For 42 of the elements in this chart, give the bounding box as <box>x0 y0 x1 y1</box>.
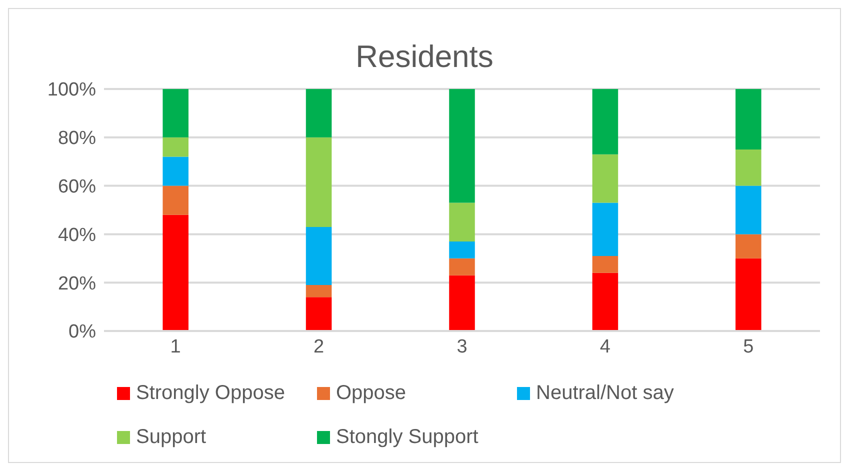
bar <box>592 272 618 331</box>
bar <box>162 89 188 138</box>
x-tick-label: 2 <box>314 336 324 358</box>
bar <box>592 202 618 256</box>
bar <box>449 89 475 203</box>
bar <box>306 297 332 331</box>
legend-label: Strongly Oppose <box>136 382 285 404</box>
bar <box>306 226 332 286</box>
bar <box>162 156 188 186</box>
bar <box>449 258 475 276</box>
bar <box>592 154 618 203</box>
bar <box>736 89 762 150</box>
y-tick-label: 100% <box>47 80 96 101</box>
bar <box>306 89 332 138</box>
bar <box>736 258 762 331</box>
legend-label: Oppose <box>336 382 406 404</box>
x-tick-label: 1 <box>170 336 181 358</box>
x-tick-label: 4 <box>600 336 611 358</box>
bar <box>162 186 188 215</box>
bar <box>736 186 762 234</box>
bar <box>592 89 618 154</box>
bar <box>736 234 762 258</box>
bar <box>162 214 188 331</box>
bar <box>449 275 475 331</box>
legend-label: Support <box>136 426 206 448</box>
bar <box>306 285 332 298</box>
y-tick-label: 0% <box>68 322 96 343</box>
y-tick-label: 40% <box>58 224 96 246</box>
bar <box>162 137 188 157</box>
bar <box>736 150 762 186</box>
y-tick-label: 20% <box>58 273 96 294</box>
x-tick-label: 3 <box>456 336 468 358</box>
y-tick-label: 60% <box>58 176 96 198</box>
y-tick-label: 80% <box>58 128 96 150</box>
bar <box>306 137 332 227</box>
chart-title: Residents <box>354 39 494 76</box>
legend-label: Neutral/Not say <box>536 382 674 404</box>
bar <box>592 256 618 273</box>
x-tick-label: 5 <box>743 336 754 358</box>
legend-label: Stongly Support <box>336 426 478 448</box>
bar <box>449 202 475 242</box>
bar <box>449 241 475 258</box>
